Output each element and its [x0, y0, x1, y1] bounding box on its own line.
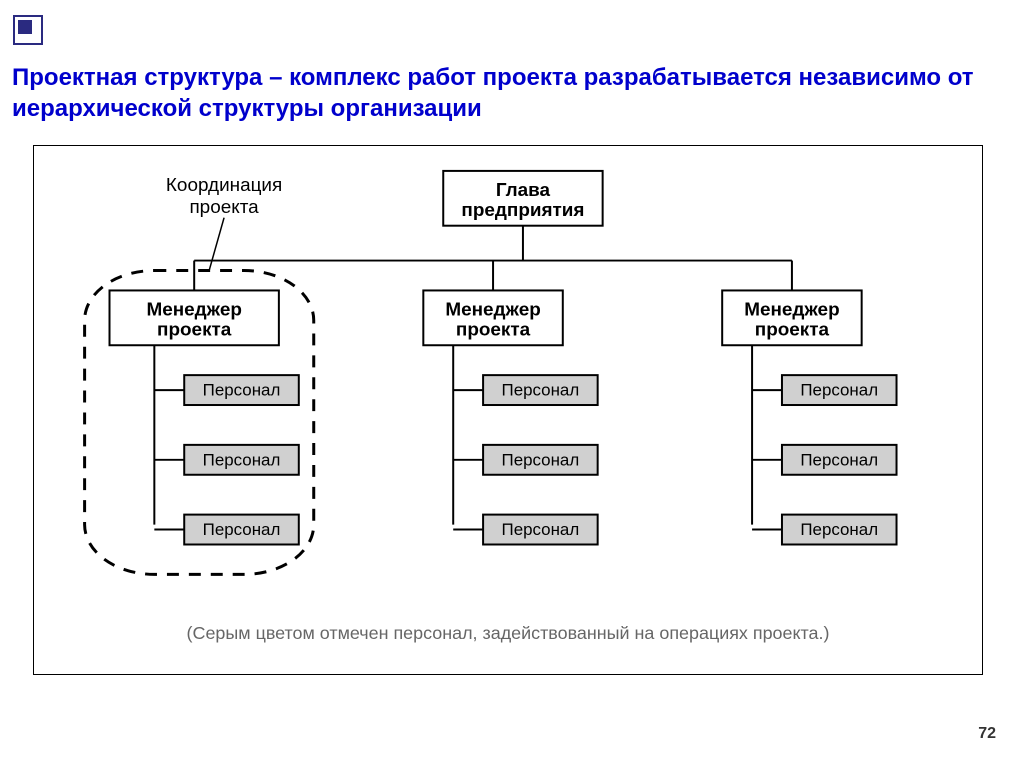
- svg-text:проекта: проекта: [456, 319, 531, 340]
- svg-text:проекта: проекта: [755, 319, 830, 340]
- svg-text:Персонал: Персонал: [800, 381, 878, 400]
- svg-text:(Серым цветом отмечен персонал: (Серым цветом отмечен персонал, задейств…: [187, 623, 830, 643]
- slide-title: Проектная структура – комплекс работ про…: [12, 62, 1012, 124]
- svg-text:Персонал: Персонал: [502, 520, 580, 539]
- diagram-frame: КоординацияпроектаГлавапредприятияМенедж…: [33, 145, 983, 675]
- svg-text:Персонал: Персонал: [203, 450, 281, 469]
- svg-text:Персонал: Персонал: [203, 520, 281, 539]
- slide-bullet-icon: [12, 14, 46, 48]
- svg-text:Персонал: Персонал: [203, 381, 281, 400]
- svg-text:Персонал: Персонал: [800, 520, 878, 539]
- svg-text:Менеджер: Менеджер: [445, 299, 540, 320]
- svg-text:Персонал: Персонал: [502, 450, 580, 469]
- page-number: 72: [978, 725, 996, 743]
- svg-text:Менеджер: Менеджер: [146, 299, 241, 320]
- svg-text:проекта: проекта: [189, 197, 259, 218]
- svg-text:проекта: проекта: [157, 319, 232, 340]
- svg-text:Координация: Координация: [166, 175, 282, 196]
- svg-text:Глава: Глава: [496, 180, 551, 201]
- svg-text:Персонал: Персонал: [800, 450, 878, 469]
- svg-text:Менеджер: Менеджер: [744, 299, 839, 320]
- svg-text:предприятия: предприятия: [461, 200, 584, 221]
- org-chart: КоординацияпроектаГлавапредприятияМенедж…: [34, 146, 982, 674]
- svg-text:Персонал: Персонал: [502, 381, 580, 400]
